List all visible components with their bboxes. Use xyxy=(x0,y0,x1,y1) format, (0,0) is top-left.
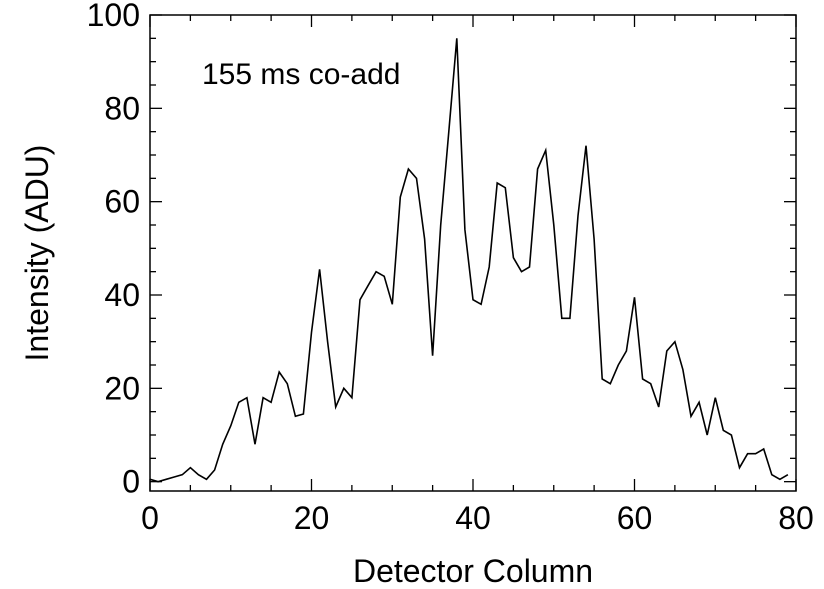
x-tick-label-60: 60 xyxy=(617,500,653,536)
intensity-series-line xyxy=(150,38,788,481)
x-tick-label-40: 40 xyxy=(455,500,491,536)
x-tick-label-0: 0 xyxy=(141,500,159,536)
x-tick-label-20: 20 xyxy=(294,500,330,536)
y-tick-label-100: 100 xyxy=(87,0,140,33)
y-tick-label-80: 80 xyxy=(104,90,140,126)
x-tick-label-80: 80 xyxy=(778,500,814,536)
y-tick-label-0: 0 xyxy=(122,464,140,500)
x-axis-title: Detector Column xyxy=(353,553,593,589)
y-tick-label-20: 20 xyxy=(104,370,140,406)
y-axis-ticks: 0 20 40 60 80 100 xyxy=(87,0,796,500)
x-axis-ticks: 0 20 40 60 80 xyxy=(141,15,814,536)
y-tick-label-40: 40 xyxy=(104,277,140,313)
y-axis-title: Intensity (ADU) xyxy=(19,145,55,362)
annotation-text: 155 ms co-add xyxy=(202,58,400,91)
y-tick-label-60: 60 xyxy=(104,184,140,220)
